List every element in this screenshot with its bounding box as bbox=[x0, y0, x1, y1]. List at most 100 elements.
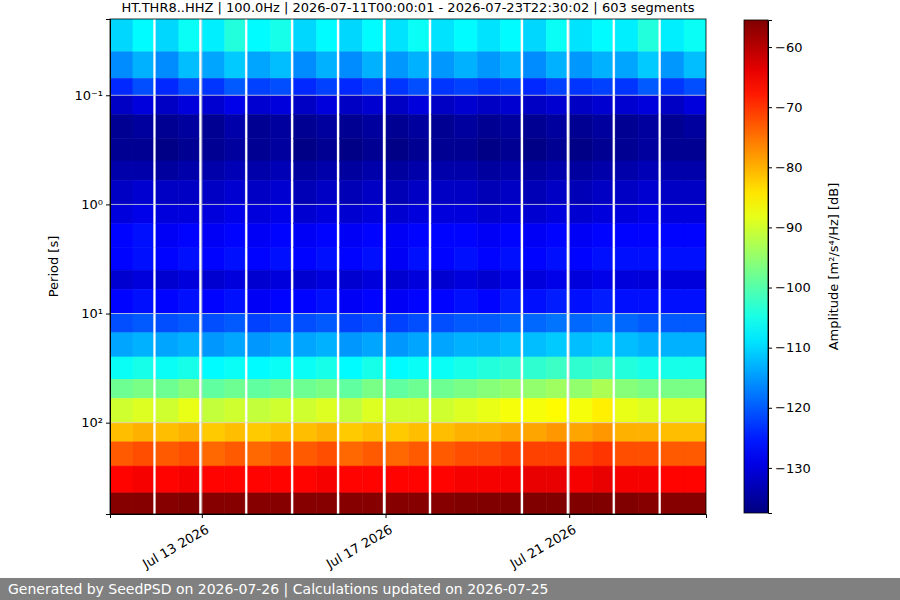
heatmap-cell bbox=[592, 161, 612, 180]
heatmap-cell bbox=[477, 52, 500, 79]
heatmap-cell bbox=[340, 78, 363, 95]
heatmap-cell bbox=[317, 224, 337, 248]
heatmap-cell bbox=[110, 357, 133, 379]
heatmap-cell bbox=[615, 423, 638, 442]
heatmap-cell bbox=[179, 289, 199, 313]
heatmap-cell bbox=[156, 161, 179, 180]
heatmap-cell bbox=[363, 78, 383, 95]
heatmap-cell bbox=[661, 19, 684, 52]
heatmap-cell bbox=[454, 314, 477, 333]
heatmap-cell bbox=[569, 19, 592, 52]
heatmap-cell bbox=[271, 289, 291, 313]
heatmap-cell bbox=[523, 52, 546, 79]
colorbar-tick-label: −60 bbox=[775, 40, 802, 55]
heatmap-cell bbox=[179, 78, 199, 95]
heatmap-cell bbox=[225, 248, 245, 270]
heatmap-cell bbox=[386, 493, 409, 514]
heatmap-cell bbox=[179, 379, 199, 398]
heatmap-cell bbox=[294, 442, 317, 466]
heatmap-cell bbox=[110, 379, 133, 398]
heatmap-cell bbox=[638, 19, 658, 52]
heatmap-cell bbox=[592, 139, 612, 161]
heatmap-cell bbox=[317, 114, 337, 138]
heatmap-cell bbox=[248, 19, 271, 52]
heatmap-cell bbox=[225, 270, 245, 289]
heatmap-cell bbox=[546, 333, 566, 357]
heatmap-cell bbox=[156, 114, 179, 138]
heatmap-cell bbox=[477, 161, 500, 180]
heatmap-cell bbox=[156, 19, 179, 52]
heatmap-cell bbox=[408, 139, 428, 161]
heatmap-cell bbox=[248, 270, 271, 289]
plot-frame bbox=[110, 19, 706, 514]
footer-bar bbox=[0, 578, 900, 600]
heatmap-cell bbox=[271, 442, 291, 466]
heatmap-cell bbox=[500, 270, 520, 289]
heatmap-cell bbox=[500, 248, 520, 270]
heatmap-cell bbox=[156, 357, 179, 379]
heatmap-cell bbox=[569, 289, 592, 313]
heatmap-cell bbox=[294, 161, 317, 180]
heatmap-cell bbox=[317, 19, 337, 52]
heatmap-cell bbox=[363, 139, 383, 161]
heatmap-cell bbox=[202, 423, 225, 442]
heatmap-cell bbox=[523, 19, 546, 52]
heatmap-cell bbox=[294, 398, 317, 422]
heatmap-cell bbox=[133, 466, 153, 493]
heatmap-cell bbox=[454, 161, 477, 180]
heatmap-cell bbox=[248, 466, 271, 493]
heatmap-cell bbox=[454, 224, 477, 248]
heatmap-cell bbox=[615, 224, 638, 248]
heatmap-cell bbox=[110, 289, 133, 313]
heatmap-cell bbox=[179, 442, 199, 466]
heatmap-cell bbox=[386, 139, 409, 161]
heatmap-cell bbox=[317, 493, 337, 514]
heatmap-cell bbox=[317, 180, 337, 204]
heatmap-cell bbox=[202, 139, 225, 161]
heatmap-cell bbox=[661, 95, 684, 114]
heatmap-cell bbox=[294, 379, 317, 398]
heatmap-cell bbox=[248, 314, 271, 333]
heatmap-cell bbox=[294, 466, 317, 493]
heatmap-cell bbox=[546, 423, 566, 442]
heatmap-cell bbox=[317, 379, 337, 398]
colorbar-tick-mark bbox=[768, 348, 772, 349]
heatmap-cell bbox=[271, 466, 291, 493]
heatmap-cell bbox=[156, 224, 179, 248]
heatmap-cell bbox=[110, 314, 133, 333]
heatmap-cell bbox=[661, 333, 684, 357]
heatmap-cell bbox=[546, 180, 566, 204]
heatmap-cell bbox=[294, 333, 317, 357]
heatmap-cell bbox=[569, 398, 592, 422]
heatmap-cell bbox=[546, 161, 566, 180]
heatmap-cell bbox=[179, 270, 199, 289]
heatmap-cell bbox=[500, 357, 520, 379]
heatmap-cell bbox=[363, 52, 383, 79]
heatmap-cell bbox=[133, 114, 153, 138]
heatmap-cell bbox=[408, 95, 428, 114]
heatmap-cell bbox=[638, 357, 658, 379]
heatmap-cell bbox=[156, 333, 179, 357]
y-tick-label: 10² bbox=[81, 415, 103, 430]
heatmap-cell bbox=[133, 248, 153, 270]
y-tick: 10⁰ bbox=[81, 197, 110, 212]
heatmap-cell bbox=[684, 114, 706, 138]
y-tick: 10¹ bbox=[81, 306, 110, 321]
heatmap-cell bbox=[569, 139, 592, 161]
heatmap-cell bbox=[661, 114, 684, 138]
heatmap-cell bbox=[523, 442, 546, 466]
heatmap-cell bbox=[110, 180, 133, 204]
x-tick: Jul 13 2026 bbox=[139, 514, 211, 572]
heatmap-cell bbox=[363, 493, 383, 514]
heatmap-cell bbox=[638, 289, 658, 313]
heatmap-cell bbox=[684, 78, 706, 95]
heatmap-cell bbox=[569, 333, 592, 357]
heatmap-cell bbox=[363, 161, 383, 180]
heatmap-cell bbox=[202, 224, 225, 248]
heatmap-cell bbox=[569, 95, 592, 114]
heatmap-cell bbox=[340, 248, 363, 270]
heatmap-cell bbox=[202, 466, 225, 493]
heatmap-cell bbox=[363, 224, 383, 248]
heatmap-cell bbox=[546, 270, 566, 289]
heatmap-cell bbox=[454, 180, 477, 204]
